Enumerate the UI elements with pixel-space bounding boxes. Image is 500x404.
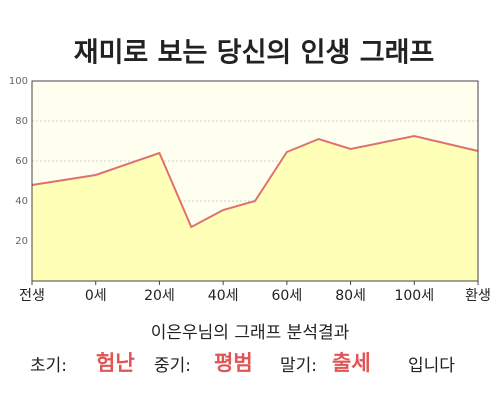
y-tick-label: 20	[15, 236, 28, 247]
line	[31, 134, 479, 229]
chart-title: 재미로 보는 당신의 인생 그래프	[74, 38, 435, 69]
late-label: 말기:	[280, 356, 317, 376]
plot-frame	[31, 80, 479, 282]
y-tick-label: 40	[15, 196, 28, 207]
y-tick-label: 60	[15, 156, 28, 167]
area-fill	[32, 136, 478, 281]
early-label: 초기:	[30, 356, 67, 376]
late-value: 출세	[332, 351, 371, 375]
x-tick-label: 100세	[394, 288, 434, 304]
result-heading: 이은우님의 그래프 분석결과	[151, 323, 350, 343]
y-tick-label: 100	[9, 76, 28, 87]
x-tick-label: 0세	[85, 288, 107, 304]
middle-value: 평범	[214, 351, 253, 375]
x-tick-label: 40세	[208, 288, 239, 304]
x-tick-label: 전생	[19, 288, 45, 304]
x-tick-label: 80세	[335, 288, 366, 304]
middle-label: 중기:	[154, 356, 191, 376]
x-tick-label: 환생	[465, 288, 491, 304]
y-tick-label: 80	[15, 116, 28, 127]
ending: 입니다	[408, 356, 455, 376]
x-tick-label: 20세	[144, 288, 175, 304]
x-tick-label: 60세	[272, 288, 303, 304]
early-value: 험난	[96, 351, 135, 375]
